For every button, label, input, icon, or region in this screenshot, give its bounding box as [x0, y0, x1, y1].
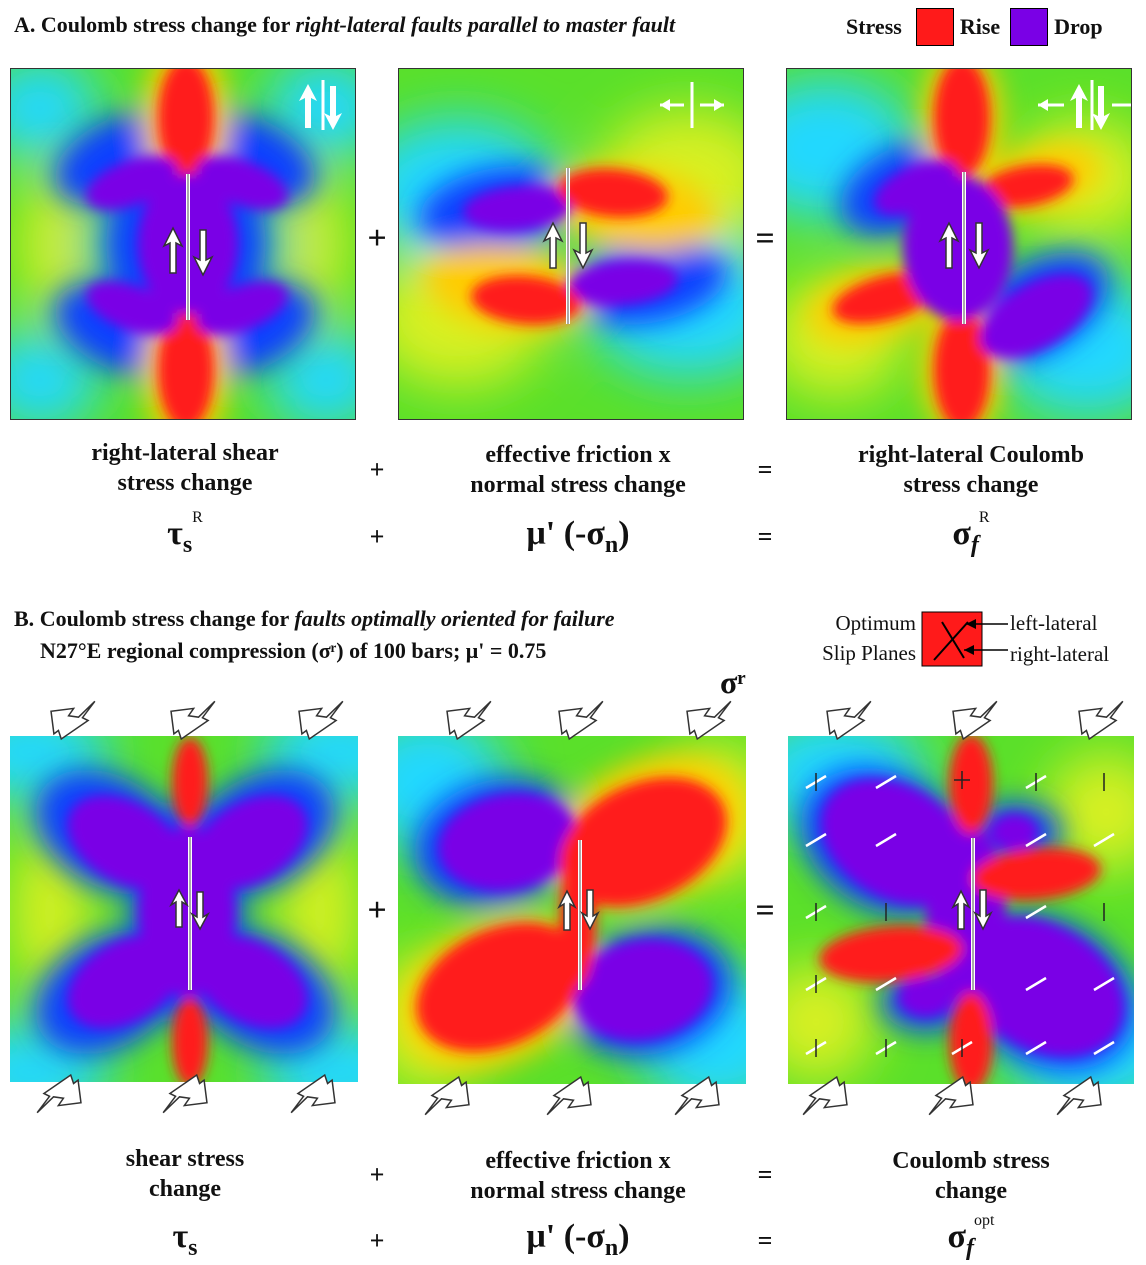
section-b-title: B. Coulomb stress change for faults opti…: [14, 606, 615, 632]
panel-b-normal-stress-map: [398, 700, 746, 1116]
drop-swatch: [1010, 8, 1049, 46]
symbol-a-normal-sub: n: [604, 531, 619, 558]
op-b-plus-symbols: +: [369, 1226, 385, 1255]
stress-legend: Stress Rise Drop: [846, 8, 1103, 46]
op-a-equals-panels: =: [755, 220, 775, 257]
legend-title: Stress: [846, 14, 902, 39]
caption-a-normal-line1: effective friction x: [485, 442, 671, 468]
caption-a-coulomb-line2: stress change: [903, 472, 1039, 498]
legend-drop-label: Drop: [1054, 14, 1103, 39]
section-a-title-italic: right-lateral faults parallel to master …: [295, 12, 676, 37]
symbol-b-coulomb-sub: f: [966, 1234, 975, 1261]
panel-a-shear-stress-map: [10, 68, 356, 420]
symbol-a-shear: τsR: [10, 509, 360, 559]
section-a-title-text: Coulomb stress change for: [40, 12, 291, 37]
symbol-b-coulomb-base: σ: [947, 1218, 967, 1255]
panel-b-coulomb-stress-map: [788, 700, 1134, 1116]
panel-a-coulomb-stress-map: [786, 68, 1132, 420]
op-a-equals-caption: =: [757, 455, 773, 484]
symbol-b-coulomb: σf opt: [786, 1212, 1146, 1262]
section-b-title-italic: faults optimally oriented for failure: [294, 606, 615, 631]
symbol-b-normal-tail: ): [618, 1218, 630, 1255]
symbol-a-coulomb: σfR: [786, 509, 1146, 559]
symbol-a-shear-sub: s: [182, 531, 193, 558]
caption-a-coulomb-line1: right-lateral Coulomb: [858, 442, 1084, 468]
sigma-r-label: σʳ: [720, 664, 746, 700]
caption-b-shear: shear stress change: [10, 1144, 360, 1204]
symbol-a-shear-base: τ: [167, 515, 183, 552]
optimum-line1: Optimum: [835, 611, 916, 635]
optimum-line2: Slip Planes: [822, 641, 916, 665]
symbol-b-coulomb-sup: opt: [974, 1212, 995, 1229]
op-b-plus-caption: +: [369, 1160, 385, 1189]
optimum-left-lateral-label: left-lateral: [1010, 611, 1098, 635]
caption-b-normal: effective friction x normal stress chang…: [398, 1146, 758, 1206]
caption-a-shear-line1: right-lateral shear: [91, 440, 279, 466]
caption-a-normal-line2: normal stress change: [470, 472, 686, 498]
symbol-a-normal: μ' (-σn): [398, 515, 758, 559]
caption-b-coulomb-line2: change: [935, 1178, 1007, 1204]
symbol-b-shear: τs: [10, 1218, 360, 1262]
op-b-plus-panels: +: [367, 892, 387, 929]
op-b-equals-panels: =: [755, 892, 775, 929]
caption-b-coulomb-line1: Coulomb stress: [892, 1148, 1050, 1174]
caption-b-coulomb: Coulomb stress change: [786, 1146, 1146, 1206]
op-a-plus-symbols: +: [369, 522, 385, 551]
op-a-plus-panels: +: [367, 220, 387, 257]
symbol-a-shear-sup: R: [192, 509, 203, 526]
panel-a-normal-stress-map: [398, 68, 744, 420]
section-b-label: B.: [14, 606, 35, 631]
op-a-equals-symbols: =: [757, 522, 773, 551]
symbol-b-normal-sub: n: [604, 1234, 619, 1261]
section-b-title-text: Coulomb stress change for: [39, 606, 289, 631]
symbol-a-coulomb-sub: f: [970, 531, 979, 558]
section-b-subtitle: N27°E regional compression (σʳ) of 100 b…: [40, 638, 547, 663]
symbol-b-shear-base: τ: [172, 1218, 189, 1255]
panel-b-shear-stress-map: [10, 700, 358, 1114]
op-a-plus-caption: +: [369, 455, 385, 484]
section-a-label: A.: [14, 12, 36, 37]
op-b-equals-symbols: =: [757, 1226, 773, 1255]
caption-a-shear-line2: stress change: [117, 470, 253, 496]
optimum-slip-plane-markers: [805, 771, 1115, 1057]
op-b-equals-caption: =: [757, 1160, 773, 1189]
caption-a-normal: effective friction x normal stress chang…: [398, 440, 758, 500]
symbol-b-normal-base: μ' (-σ: [526, 1218, 605, 1255]
section-a-title: A. Coulomb stress change for right-later…: [14, 12, 675, 38]
caption-b-normal-line2: normal stress change: [470, 1178, 686, 1204]
optimum-slip-planes-icon: [921, 611, 1008, 667]
legend-rise-label: Rise: [959, 14, 1001, 39]
rise-swatch: [915, 8, 954, 46]
optimum-legend-label: Optimum Slip Planes: [812, 608, 916, 668]
caption-b-shear-line1: shear stress: [125, 1146, 245, 1172]
symbol-b-normal: μ' (-σn): [398, 1218, 758, 1262]
symbol-a-normal-tail: ): [618, 515, 630, 552]
symbol-b-shear-sub: s: [188, 1234, 198, 1261]
symbol-a-normal-base: μ' (-σ: [526, 515, 605, 552]
caption-a-coulomb: right-lateral Coulomb stress change: [786, 440, 1146, 500]
caption-a-shear: right-lateral shear stress change: [10, 438, 360, 498]
symbol-a-coulomb-base: σ: [952, 515, 971, 552]
symbol-a-coulomb-sup: R: [978, 509, 990, 526]
caption-b-normal-line1: effective friction x: [485, 1148, 671, 1174]
caption-b-shear-line2: change: [149, 1176, 221, 1202]
optimum-right-lateral-label: right-lateral: [1010, 642, 1110, 666]
